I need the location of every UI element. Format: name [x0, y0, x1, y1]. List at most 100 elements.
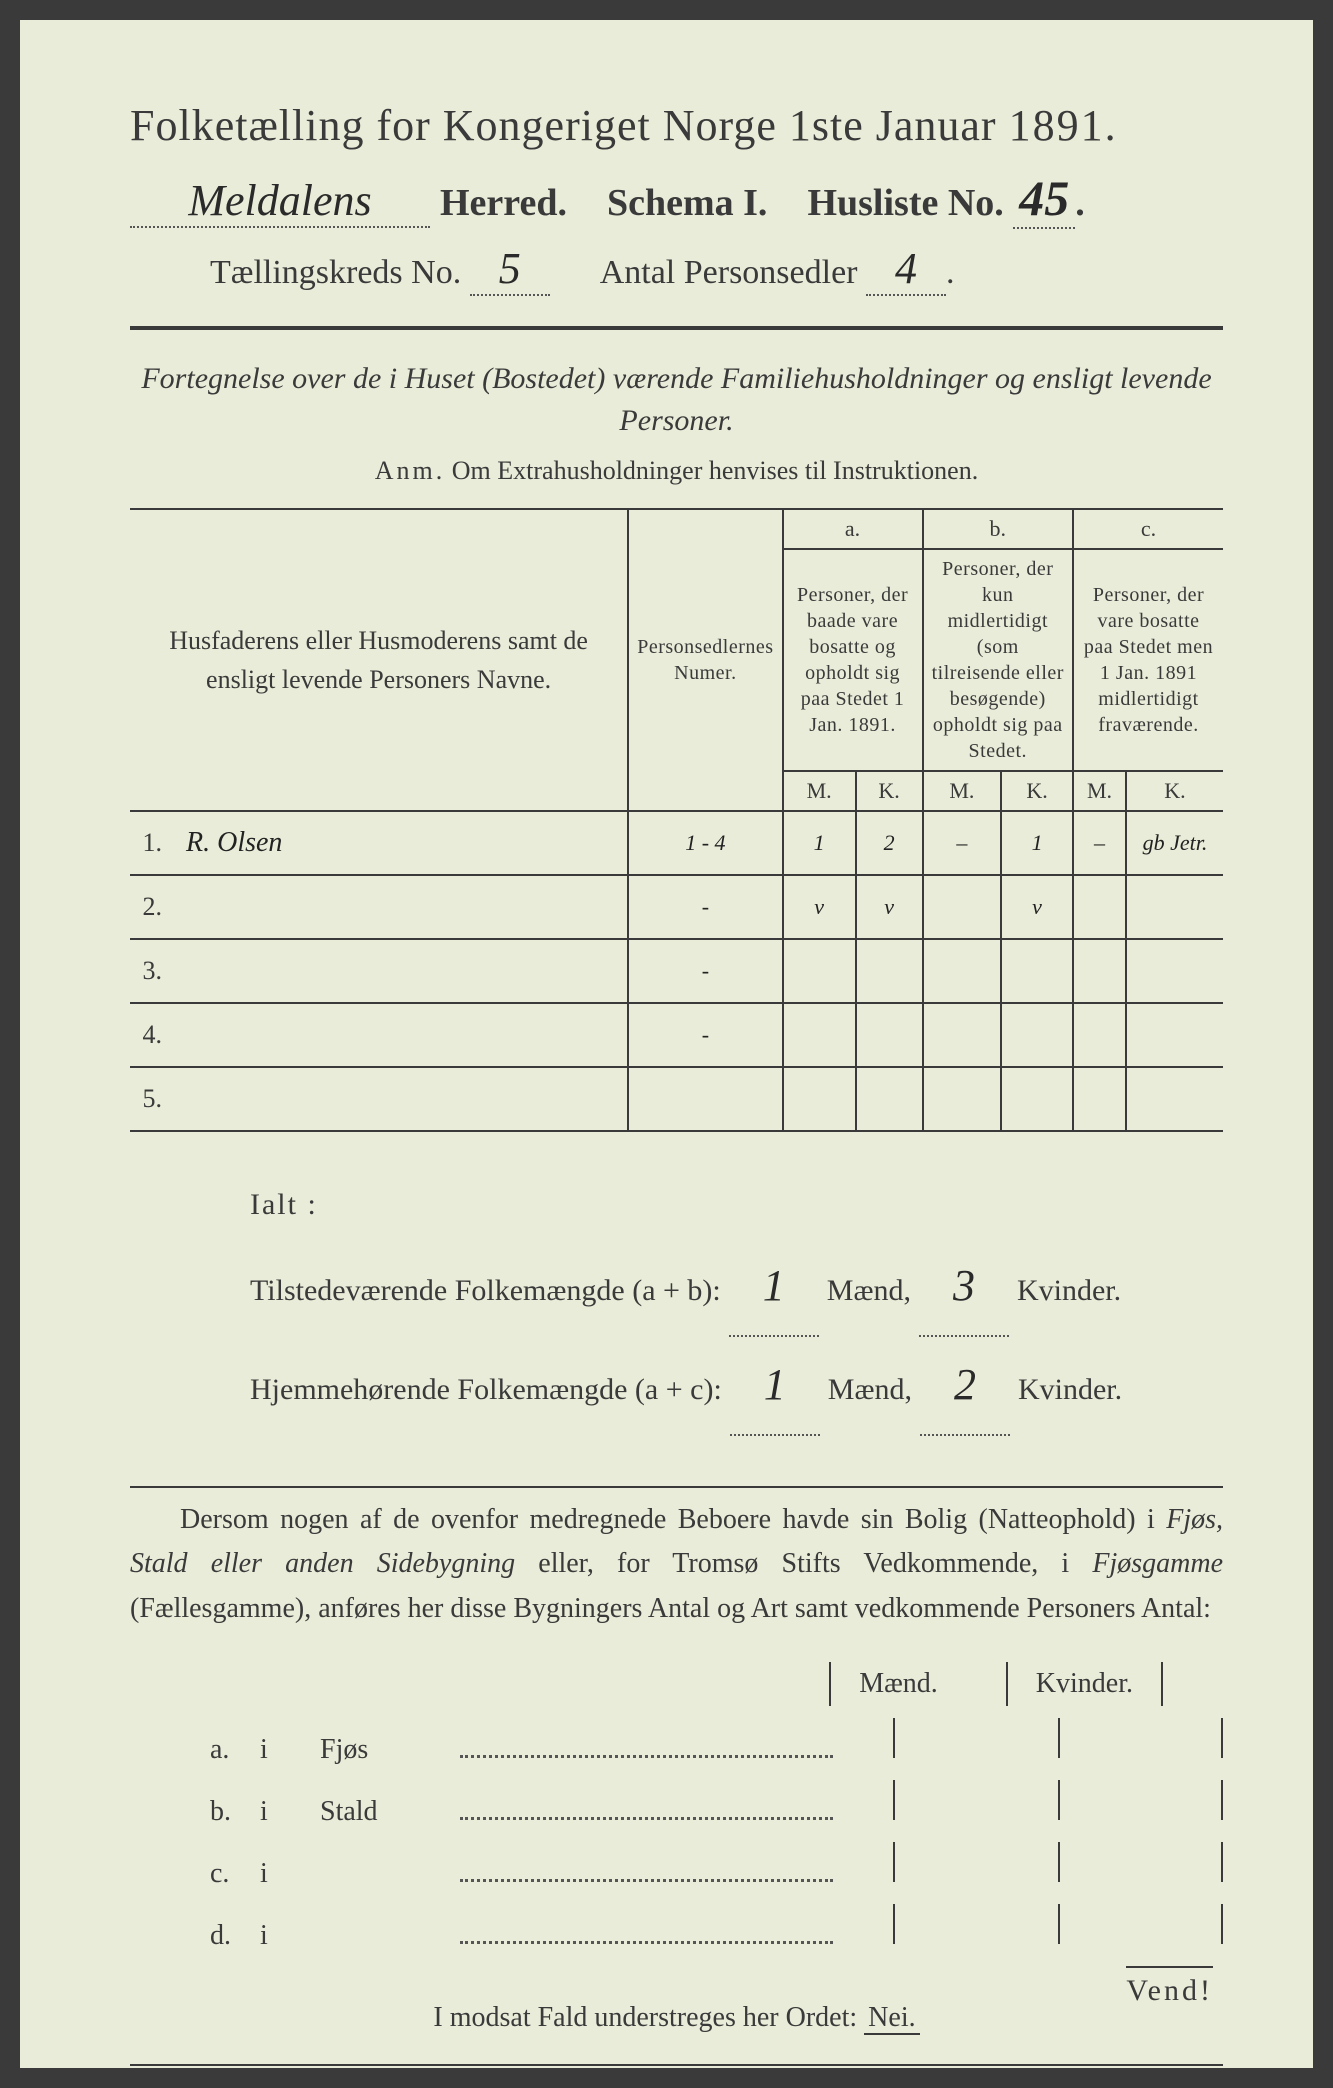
- husliste-value: 45: [1013, 169, 1075, 229]
- table-cell: [1001, 1067, 1073, 1131]
- building-letter: d.: [210, 1920, 260, 1952]
- table-cell: [923, 1003, 1002, 1067]
- kvinder-label-2: Kvinder.: [1018, 1357, 1122, 1423]
- para-it2: Fjøsgamme: [1092, 1548, 1223, 1579]
- table-cell: gb Jetr.: [1126, 811, 1223, 875]
- table-cell: [783, 1067, 856, 1131]
- col-name: Husfaderens eller Husmoderens samt de en…: [130, 509, 628, 811]
- table-cell: [1001, 939, 1073, 1003]
- table-cell: 2.: [130, 875, 170, 939]
- building-i: i: [260, 1796, 320, 1828]
- table-cell: [923, 939, 1002, 1003]
- husliste-label: Husliste No.: [807, 182, 1003, 224]
- table-cell: [628, 1067, 782, 1131]
- line1-k: 3: [919, 1238, 1009, 1337]
- building-paragraph: Dersom nogen af de ovenfor medregnede Be…: [130, 1498, 1223, 1632]
- nei-word: Nei.: [864, 2002, 919, 2035]
- building-header: Mænd. Kvinder.: [130, 1662, 1223, 1706]
- ialt-label: Ialt :: [250, 1172, 1223, 1238]
- table-cell: [170, 939, 628, 1003]
- header-line-3: Tællingskreds No. 5 Antal Personsedler 4…: [210, 243, 1223, 296]
- dots: [460, 1736, 833, 1758]
- building-i: i: [260, 1920, 320, 1952]
- table-cell: [856, 1067, 923, 1131]
- kreds-value: 5: [470, 243, 550, 296]
- totals-line-1: Tilstedeværende Folkemængde (a + b): 1 M…: [250, 1238, 1223, 1337]
- kvinder-label-1: Kvinder.: [1017, 1258, 1121, 1324]
- col-a-m: M.: [783, 771, 856, 811]
- anm-label: Anm.: [375, 456, 446, 485]
- table-cell: [1001, 1003, 1073, 1067]
- building-letter: a.: [210, 1734, 260, 1766]
- kreds-label: Tællingskreds No.: [210, 254, 461, 291]
- table-cell: v: [1001, 875, 1073, 939]
- dots: [460, 1798, 833, 1820]
- table-row: 5.: [130, 1067, 1223, 1131]
- dots: [460, 1922, 833, 1944]
- col-b-label: b.: [923, 509, 1073, 549]
- table-cell: v: [856, 875, 923, 939]
- herred-label: Herred.: [440, 181, 567, 225]
- building-k-cell: [1058, 1718, 1223, 1758]
- table-cell: v: [783, 875, 856, 939]
- divider-3: [130, 2064, 1223, 2066]
- building-k-cell: [1058, 1904, 1223, 1944]
- building-k-cell: [1058, 1780, 1223, 1820]
- line1-label: Tilstedeværende Folkemængde (a + b):: [250, 1258, 721, 1324]
- table-cell: [1073, 1003, 1126, 1067]
- table-row: 3.-: [130, 939, 1223, 1003]
- schema-label: Schema I.: [607, 181, 767, 225]
- col-numer: Personsedlernes Numer.: [628, 509, 782, 811]
- building-letter: b.: [210, 1796, 260, 1828]
- maend-label-1: Mænd,: [827, 1258, 911, 1324]
- table-row: 4.-: [130, 1003, 1223, 1067]
- building-k-cell: [1058, 1842, 1223, 1882]
- table-cell: [170, 1067, 628, 1131]
- totals-block: Ialt : Tilstedeværende Folkemængde (a + …: [250, 1172, 1223, 1436]
- annotation-line: Anm. Om Extrahusholdninger henvises til …: [130, 456, 1223, 486]
- table-cell: [923, 1067, 1002, 1131]
- table-cell: [170, 1003, 628, 1067]
- title-year: 1891: [1009, 101, 1105, 150]
- census-form-page: Folketælling for Kongeriget Norge 1ste J…: [20, 20, 1313, 2068]
- table-cell: [923, 875, 1002, 939]
- table-row: 2.-vvv: [130, 875, 1223, 939]
- table-cell: –: [1073, 811, 1126, 875]
- col-a-text: Personer, der baade vare bosatte og opho…: [783, 549, 923, 771]
- antal-label: Antal Personsedler: [600, 254, 858, 291]
- census-table: Husfaderens eller Husmoderens samt de en…: [130, 508, 1223, 1132]
- table-cell: [170, 875, 628, 939]
- table-cell: -: [628, 1003, 782, 1067]
- table-row: 1.R. Olsen1 - 412–1–gb Jetr.: [130, 811, 1223, 875]
- table-cell: R. Olsen: [170, 811, 628, 875]
- table-cell: 1: [1001, 811, 1073, 875]
- table-cell: 1.: [130, 811, 170, 875]
- table-cell: [783, 1003, 856, 1067]
- table-cell: 1 - 4: [628, 811, 782, 875]
- building-row: d.i: [130, 1904, 1223, 1952]
- table-cell: [1073, 1067, 1126, 1131]
- main-title: Folketælling for Kongeriget Norge 1ste J…: [130, 100, 1223, 151]
- building-header-k: Kvinder.: [1006, 1662, 1163, 1706]
- building-m-cell: [893, 1780, 1058, 1820]
- divider: [130, 326, 1223, 330]
- dots: [460, 1860, 833, 1882]
- line2-k: 2: [920, 1337, 1010, 1436]
- building-row: a.iFjøs: [130, 1718, 1223, 1766]
- table-cell: [1126, 1003, 1223, 1067]
- table-cell: [1126, 1067, 1223, 1131]
- header-line-2: Meldalens Herred. Schema I. Husliste No.…: [130, 169, 1223, 229]
- col-b-k: K.: [1001, 771, 1073, 811]
- col-c-label: c.: [1073, 509, 1223, 549]
- col-b-m: M.: [923, 771, 1002, 811]
- table-cell: [856, 1003, 923, 1067]
- divider-2: [130, 1486, 1223, 1488]
- col-a-k: K.: [856, 771, 923, 811]
- table-cell: 2: [856, 811, 923, 875]
- col-c-k: K.: [1126, 771, 1223, 811]
- building-type: Stald: [320, 1796, 460, 1828]
- title-prefix: Folketælling for Kongeriget Norge 1ste J…: [130, 101, 997, 150]
- building-letter: c.: [210, 1858, 260, 1890]
- building-header-m: Mænd.: [829, 1662, 966, 1706]
- para-t3: (Fællesgamme), anføres her disse Bygning…: [130, 1593, 1211, 1624]
